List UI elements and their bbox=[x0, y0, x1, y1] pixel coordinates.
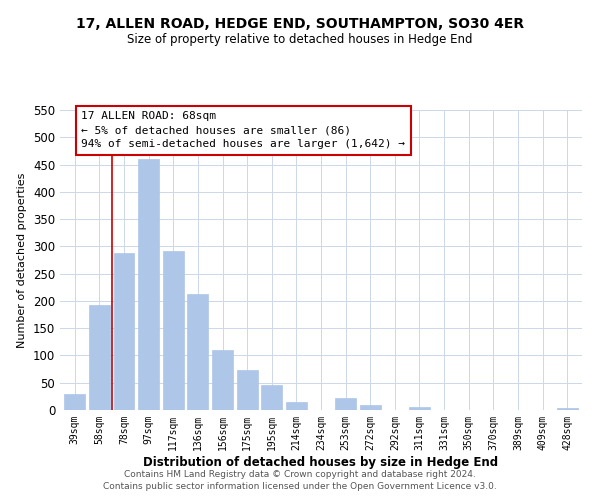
Bar bbox=[64, 394, 85, 410]
Bar bbox=[335, 398, 356, 410]
X-axis label: Distribution of detached houses by size in Hedge End: Distribution of detached houses by size … bbox=[143, 456, 499, 468]
Bar bbox=[113, 254, 134, 410]
Bar bbox=[89, 304, 110, 410]
Bar bbox=[557, 408, 578, 410]
Bar bbox=[138, 159, 159, 410]
Bar bbox=[409, 408, 430, 410]
Bar bbox=[236, 370, 257, 410]
Y-axis label: Number of detached properties: Number of detached properties bbox=[17, 172, 28, 348]
Text: 17, ALLEN ROAD, HEDGE END, SOUTHAMPTON, SO30 4ER: 17, ALLEN ROAD, HEDGE END, SOUTHAMPTON, … bbox=[76, 18, 524, 32]
Bar bbox=[360, 405, 381, 410]
Bar bbox=[187, 294, 208, 410]
Bar bbox=[261, 385, 282, 410]
Text: 17 ALLEN ROAD: 68sqm
← 5% of detached houses are smaller (86)
94% of semi-detach: 17 ALLEN ROAD: 68sqm ← 5% of detached ho… bbox=[82, 111, 406, 149]
Text: Size of property relative to detached houses in Hedge End: Size of property relative to detached ho… bbox=[127, 32, 473, 46]
Bar bbox=[212, 350, 233, 410]
Text: Contains public sector information licensed under the Open Government Licence v3: Contains public sector information licen… bbox=[103, 482, 497, 491]
Bar bbox=[286, 402, 307, 410]
Bar bbox=[163, 250, 184, 410]
Text: Contains HM Land Registry data © Crown copyright and database right 2024.: Contains HM Land Registry data © Crown c… bbox=[124, 470, 476, 479]
